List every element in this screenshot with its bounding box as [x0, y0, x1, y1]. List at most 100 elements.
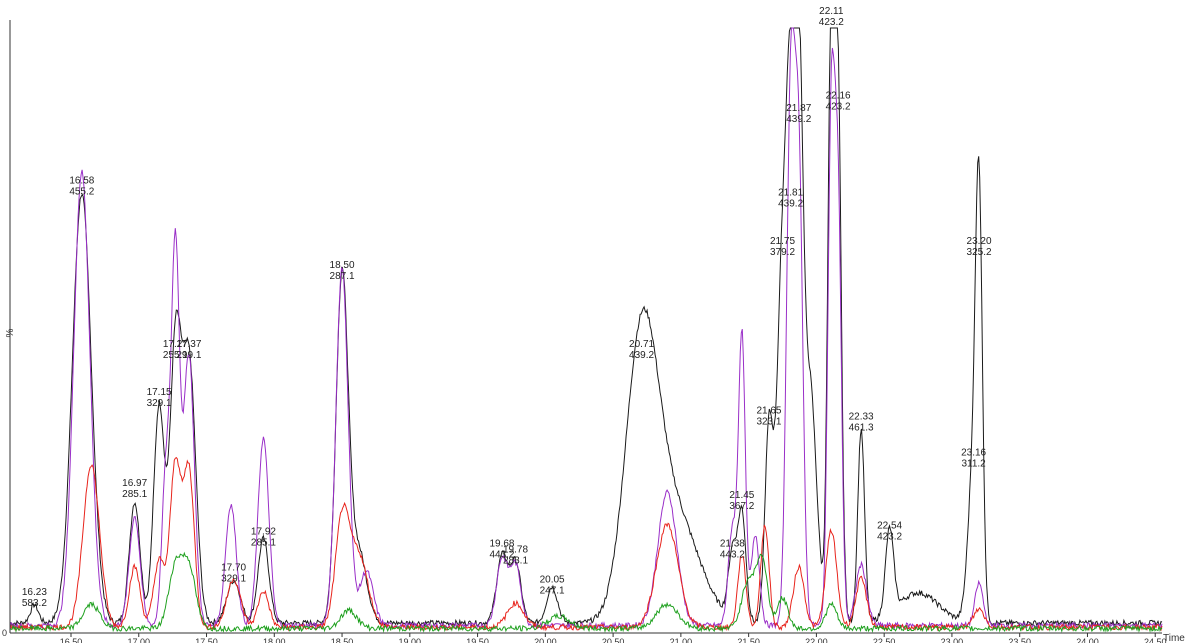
peak-time-label: 20.05 [540, 575, 565, 586]
peak-time-label: 21.87 [786, 103, 811, 114]
peak-time-label: 17.37 [176, 339, 201, 350]
peak-time-label: 21.81 [778, 188, 803, 199]
peak-mass-label: 439.2 [778, 199, 803, 210]
peak-mass-label: 439.2 [786, 114, 811, 125]
x-tick-label: 17.00 [127, 637, 150, 643]
x-tick-label: 24.00 [1076, 637, 1099, 643]
peak-mass-label: 423.2 [877, 531, 902, 542]
x-tick-label: 18.50 [331, 637, 354, 643]
peak-time-label: 16.58 [69, 175, 94, 186]
peak-mass-label: 329.1 [147, 398, 172, 409]
peak-time-label: 22.16 [826, 91, 851, 102]
x-tick-label: 17.50 [195, 637, 218, 643]
peak-mass-label: 255.1 [163, 350, 188, 361]
peak-time-label: 16.23 [22, 587, 47, 598]
x-axis-title: Time [1163, 633, 1185, 643]
x-tick-label: 24.50 [1144, 637, 1167, 643]
peak-mass-label: 443.2 [720, 549, 745, 560]
x-tick-label: 19.50 [466, 637, 489, 643]
x-tick-label: 20.50 [602, 637, 625, 643]
peak-time-label: 19.68 [489, 538, 514, 549]
peak-time-label: 16.97 [122, 478, 147, 489]
x-tick-label: 23.00 [941, 637, 964, 643]
peak-mass-label: 583.2 [22, 598, 47, 609]
peak-time-label: 21.65 [756, 405, 781, 416]
peak-mass-label: 325.2 [967, 247, 992, 258]
peak-time-label: 17.70 [221, 563, 246, 574]
peak-mass-label: 285.1 [251, 537, 276, 548]
peak-mass-label: 455.2 [69, 186, 94, 197]
peak-time-label: 22.33 [849, 411, 874, 422]
x-tick-label: 20.00 [534, 637, 557, 643]
x-tick-label: 18.00 [263, 637, 286, 643]
peak-mass-label: 423.2 [826, 102, 851, 113]
peak-mass-label: 379.2 [770, 247, 795, 258]
y-axis-zero-label: 0 [2, 628, 7, 638]
peak-time-label: 17.92 [251, 526, 276, 537]
peak-mass-label: 283.1 [503, 555, 528, 566]
peak-time-label: 23.20 [967, 236, 992, 247]
trace-line-4 [9, 551, 1163, 634]
x-tick-label: 16.50 [60, 637, 83, 643]
peak-mass-label: 439.2 [629, 350, 654, 361]
trace-layer [9, 27, 1163, 634]
peak-mass-label: 461.3 [849, 422, 874, 433]
peak-mass-label: 423.2 [819, 17, 844, 28]
peak-label-layer: 16.23583.216.58455.216.97285.117.15329.1… [22, 6, 992, 609]
peak-mass-label: 323.1 [756, 416, 781, 427]
x-tick-label: 19.00 [399, 637, 422, 643]
peak-time-label: 20.71 [629, 339, 654, 350]
peak-time-label: 18.50 [330, 260, 355, 271]
peak-time-label: 22.54 [877, 520, 902, 531]
peak-mass-label: 443.2 [489, 549, 514, 560]
x-tick-label: 21.00 [670, 637, 693, 643]
x-tick-label: 23.50 [1008, 637, 1031, 643]
x-tick-label: 22.50 [873, 637, 896, 643]
peak-time-label: 21.45 [729, 490, 754, 501]
peak-mass-label: 329.1 [221, 574, 246, 585]
x-tick-label: 22.00 [805, 637, 828, 643]
peak-time-label: 19.78 [503, 544, 528, 555]
peak-time-label: 21.38 [720, 538, 745, 549]
x-tick-layer: 16.50 17.00 17.50 18.00 18.50 19.00 19.50 20.00… [60, 633, 1167, 643]
peak-mass-label: 367.2 [729, 501, 754, 512]
axes: % 0 Time [2, 20, 1185, 643]
x-tick-label: 21.50 [737, 637, 760, 643]
peak-mass-label: 311.2 [961, 459, 986, 470]
trace-line-2 [9, 27, 1163, 631]
peak-mass-label: 299.1 [176, 350, 201, 361]
peak-time-label: 21.75 [770, 236, 795, 247]
trace-line-1 [9, 27, 1163, 628]
peak-time-label: 17.27 [163, 339, 188, 350]
peak-time-label: 17.15 [147, 387, 172, 398]
trace-line-3 [9, 456, 1163, 632]
peak-mass-label: 287.1 [330, 271, 355, 282]
peak-mass-label: 285.1 [122, 489, 147, 500]
